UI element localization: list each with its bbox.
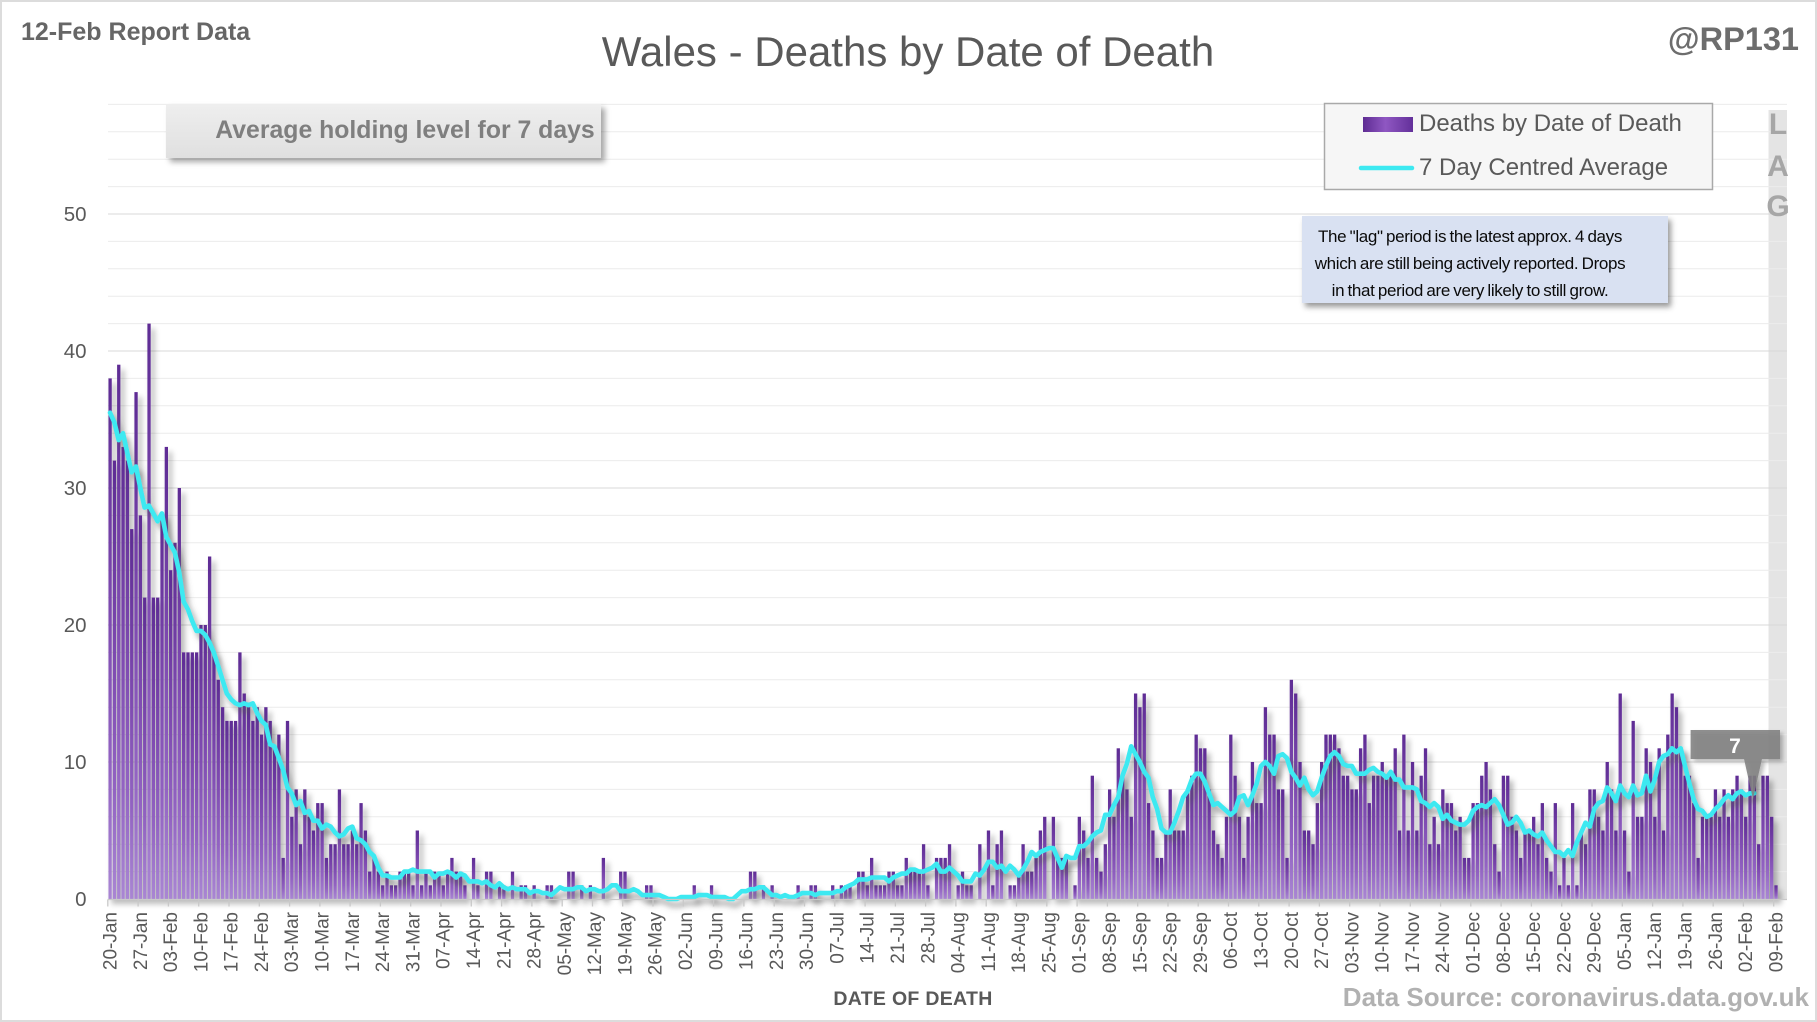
svg-text:07-Apr: 07-Apr [434,911,455,969]
svg-text:30: 30 [64,477,87,500]
svg-text:23-Jun: 23-Jun [767,912,788,970]
svg-text:G: G [1766,190,1789,223]
svg-text:7: 7 [1729,735,1741,758]
svg-text:16-Jun: 16-Jun [737,912,758,970]
svg-text:28-Apr: 28-Apr [525,911,546,969]
svg-text:12-Jan: 12-Jan [1645,912,1666,970]
svg-text:21-Jul: 21-Jul [888,912,909,964]
svg-text:@RP131: @RP131 [1668,21,1799,57]
svg-text:10-Mar: 10-Mar [313,911,334,972]
svg-text:31-Mar: 31-Mar [403,911,424,972]
svg-text:27-Jan: 27-Jan [131,912,152,970]
svg-text:40: 40 [64,340,87,363]
svg-text:Average holding level for 7 da: Average holding level for 7 days [215,117,594,144]
svg-text:03-Feb: 03-Feb [161,912,182,972]
svg-text:18-Aug: 18-Aug [1009,912,1030,973]
svg-text:15-Sep: 15-Sep [1130,912,1151,973]
svg-text:20-Oct: 20-Oct [1282,911,1303,969]
svg-text:0: 0 [75,888,86,911]
svg-text:08-Dec: 08-Dec [1494,912,1515,973]
svg-text:04-Aug: 04-Aug [949,912,970,973]
svg-text:17-Feb: 17-Feb [222,912,243,972]
svg-text:25-Aug: 25-Aug [1040,912,1061,973]
svg-text:17-Nov: 17-Nov [1403,912,1424,974]
svg-text:07-Jul: 07-Jul [827,912,848,964]
svg-text:DATE OF DEATH: DATE OF DEATH [833,988,992,1010]
svg-text:15-Dec: 15-Dec [1524,912,1545,973]
svg-text:10-Nov: 10-Nov [1373,912,1394,974]
svg-text:24-Feb: 24-Feb [252,912,273,972]
svg-text:10: 10 [64,751,87,774]
svg-text:Deaths by Date of Death: Deaths by Date of Death [1419,110,1682,137]
svg-text:which are still being actively: which are still being actively reported.… [1314,254,1626,273]
svg-text:Wales - Deaths by Date of Deat: Wales - Deaths by Date of Death [602,28,1214,75]
svg-text:11-Aug: 11-Aug [979,912,1000,972]
svg-text:24-Mar: 24-Mar [373,911,394,972]
svg-text:26-Jan: 26-Jan [1706,912,1727,970]
svg-text:22-Sep: 22-Sep [1161,912,1182,973]
svg-text:01-Sep: 01-Sep [1070,912,1091,973]
svg-text:20-Jan: 20-Jan [101,912,122,970]
svg-text:17-Mar: 17-Mar [343,911,364,972]
svg-text:05-May: 05-May [555,912,576,976]
svg-text:19-Jan: 19-Jan [1676,912,1697,970]
svg-text:14-Jul: 14-Jul [858,912,879,964]
svg-text:06-Oct: 06-Oct [1221,911,1242,969]
svg-text:19-May: 19-May [615,912,636,976]
svg-text:24-Nov: 24-Nov [1433,912,1454,974]
svg-text:A: A [1767,150,1789,183]
svg-text:29-Sep: 29-Sep [1191,912,1212,973]
svg-text:03-Mar: 03-Mar [282,911,303,972]
svg-text:29-Dec: 29-Dec [1585,912,1606,973]
svg-text:7 Day Centred Average: 7 Day Centred Average [1419,154,1668,181]
svg-text:30-Jun: 30-Jun [797,912,818,970]
svg-text:in that period are very likely: in that period are very likely to still … [1332,281,1609,300]
svg-text:28-Jul: 28-Jul [918,912,939,964]
svg-text:02-Feb: 02-Feb [1736,912,1757,972]
svg-text:22-Dec: 22-Dec [1554,912,1575,973]
svg-text:21-Apr: 21-Apr [494,911,515,969]
svg-text:Data Source: coronavirus.data.: Data Source: coronavirus.data.gov.uk [1343,982,1810,1012]
svg-text:L: L [1769,108,1787,141]
svg-text:09-Jun: 09-Jun [706,912,727,970]
svg-text:10-Feb: 10-Feb [191,912,212,972]
svg-text:12-May: 12-May [585,912,606,976]
svg-text:50: 50 [64,203,87,226]
svg-text:14-Apr: 14-Apr [464,911,485,969]
svg-text:The "lag" period is the latest: The "lag" period is the latest approx. 4… [1318,227,1622,246]
svg-text:03-Nov: 03-Nov [1342,912,1363,974]
svg-text:09-Feb: 09-Feb [1766,912,1787,972]
svg-text:05-Jan: 05-Jan [1615,912,1636,970]
svg-text:20: 20 [64,614,87,637]
svg-text:26-May: 26-May [646,912,667,976]
svg-text:01-Dec: 01-Dec [1464,912,1485,973]
svg-text:12-Feb Report Data: 12-Feb Report Data [21,18,251,46]
svg-text:27-Oct: 27-Oct [1312,911,1333,969]
svg-text:08-Sep: 08-Sep [1100,912,1121,973]
svg-text:02-Jun: 02-Jun [676,912,697,970]
svg-text:13-Oct: 13-Oct [1252,911,1273,969]
